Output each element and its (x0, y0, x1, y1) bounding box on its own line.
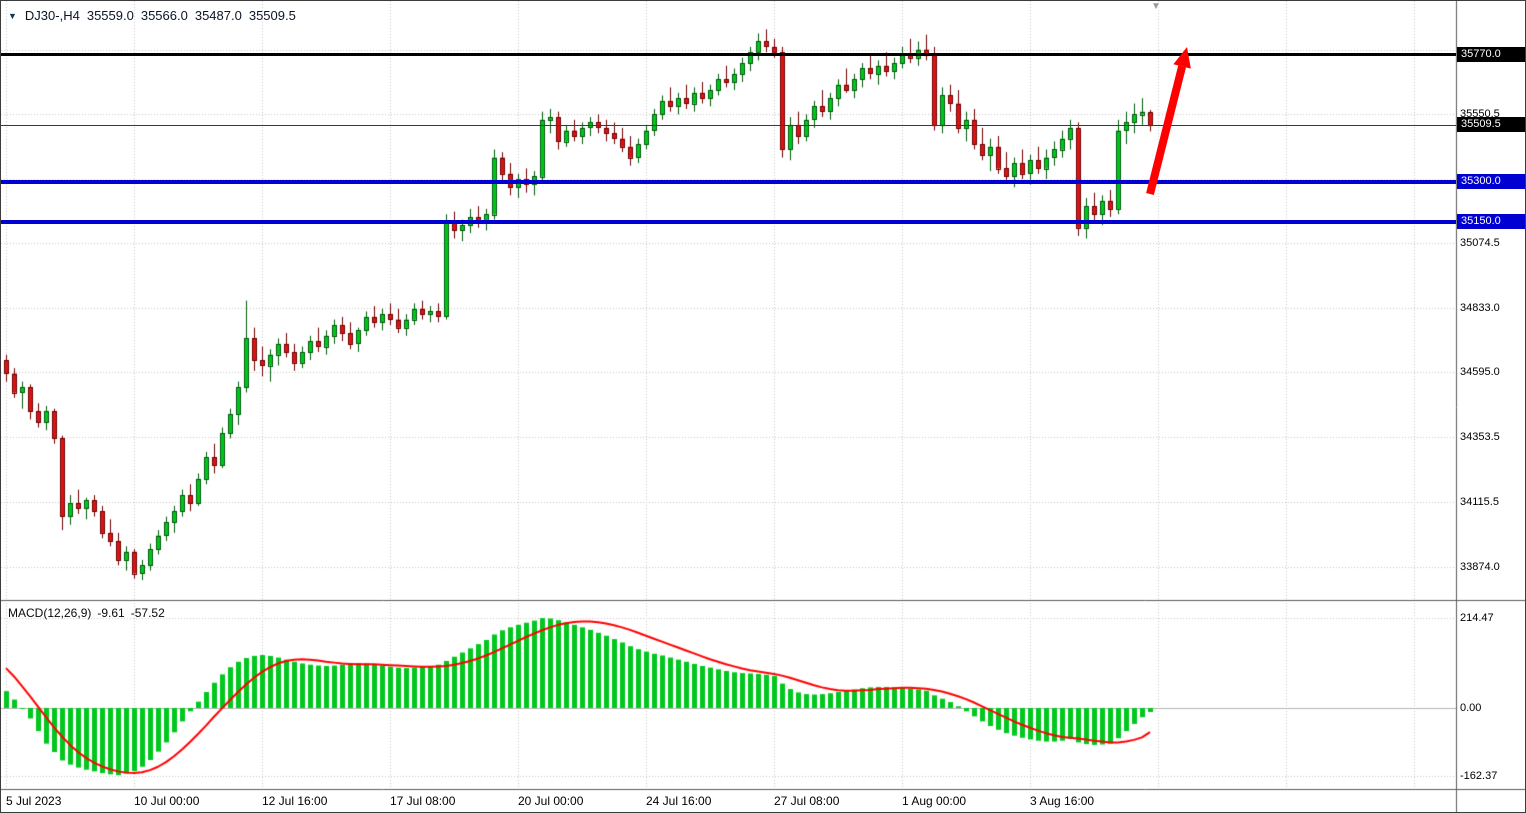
time-axis-label: 20 Jul 00:00 (518, 794, 584, 808)
price-axis-label: 34115.5 (1460, 495, 1499, 508)
support-line[interactable] (1, 179, 1456, 184)
time-axis-label: 17 Jul 08:00 (390, 794, 456, 808)
symbol-info: ▼ DJ30-,H4 35559.0 35566.0 35487.0 35509… (8, 8, 296, 23)
time-axis-label: 24 Jul 16:00 (646, 794, 712, 808)
ohlc-low: 35487.0 (194, 8, 242, 23)
macd-axis-label: -162.37 (1460, 770, 1498, 783)
price-badge: 35770.0 (1457, 46, 1525, 62)
support-line[interactable] (1, 220, 1456, 225)
price-badge: 35150.0 (1457, 214, 1525, 230)
macd-axis-label: 0.00 (1460, 701, 1482, 714)
ohlc-open: 35559.0 (86, 8, 134, 23)
time-axis-label: 10 Jul 00:00 (134, 794, 200, 808)
macd-name: MACD(12,26,9) (8, 606, 92, 620)
symbol-name: DJ30-,H4 (24, 8, 80, 23)
price-axis-label: 35550.5 (1460, 108, 1500, 121)
ohlc-close: 35509.5 (248, 8, 296, 23)
time-axis-label: 12 Jul 16:00 (262, 794, 328, 808)
bid-price-line[interactable] (1, 124, 1456, 126)
symbol-dropdown-icon[interactable]: ▼ (8, 10, 17, 21)
time-axis-label: 1 Aug 00:00 (902, 794, 967, 808)
price-badge: 35509.5 (1457, 117, 1525, 133)
time-axis-label: 27 Jul 08:00 (774, 794, 840, 808)
resistance-line[interactable] (1, 53, 1456, 57)
price-axis-label: 33874.0 (1460, 560, 1500, 573)
price-axis-label: 34833.0 (1460, 301, 1500, 314)
time-axis-label: 5 Jul 2023 (6, 794, 62, 808)
price-axis-label: 34595.0 (1460, 366, 1500, 379)
chart-shift-marker-icon[interactable]: ▼ (1151, 1, 1161, 12)
macd-axis-label: 214.47 (1460, 611, 1494, 624)
ohlc-high: 35566.0 (140, 8, 188, 23)
price-badge: 35300.0 (1457, 173, 1525, 189)
time-axis-label: 3 Aug 16:00 (1030, 794, 1095, 808)
macd-indicator-label: MACD(12,26,9) -9.61 -57.52 (8, 606, 165, 620)
price-axis-label: 34353.5 (1460, 431, 1500, 444)
macd-value: -9.61 (97, 606, 125, 620)
macd-signal-value: -57.52 (130, 606, 165, 620)
price-axis-label: 35074.5 (1460, 236, 1500, 249)
